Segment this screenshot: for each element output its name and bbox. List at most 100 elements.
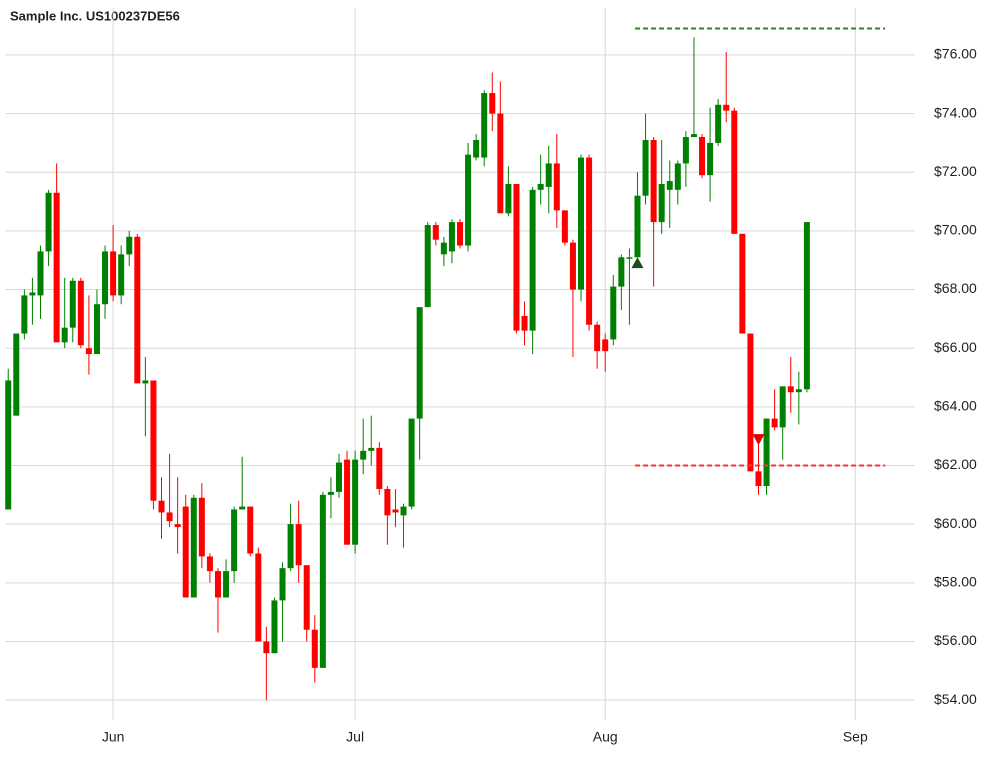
candle-body	[311, 629, 318, 668]
signal-marker	[631, 257, 644, 269]
candle-body	[432, 225, 439, 240]
candle-body	[5, 380, 12, 510]
y-tick-label: $58.00	[934, 574, 977, 590]
candle-body	[166, 512, 173, 522]
candle-body	[602, 339, 609, 352]
candle-body	[690, 134, 697, 138]
candle-body	[569, 242, 576, 290]
candle-body	[231, 509, 238, 572]
candle-body	[505, 183, 512, 214]
candle-body	[279, 568, 286, 601]
candle-body	[626, 257, 633, 259]
y-tick-label: $64.00	[934, 398, 977, 414]
x-tick-label: Jul	[346, 729, 364, 745]
candle-body	[150, 380, 157, 501]
candle-body	[21, 295, 28, 334]
candle-body	[190, 497, 197, 598]
candle-body	[553, 163, 560, 211]
y-tick-label: $62.00	[934, 456, 977, 472]
candle-body	[102, 251, 109, 305]
candle-body	[158, 500, 165, 513]
candle-body	[134, 236, 141, 384]
y-tick-label: $66.00	[934, 339, 977, 355]
candle-body	[707, 142, 714, 176]
y-tick-label: $70.00	[934, 222, 977, 238]
candle-body	[618, 257, 625, 287]
candle-body	[763, 418, 770, 487]
candle-body	[795, 389, 802, 393]
candle-body	[126, 236, 133, 255]
candle-body	[771, 418, 778, 428]
candle-body	[731, 110, 738, 234]
candle-body	[376, 447, 383, 489]
candle-body	[352, 459, 359, 545]
y-tick-label: $60.00	[934, 515, 977, 531]
candle-body	[513, 183, 520, 331]
candle-body	[561, 210, 568, 243]
y-tick-label: $74.00	[934, 104, 977, 120]
candle-body	[739, 233, 746, 334]
candle-body	[594, 324, 601, 352]
x-tick-label: Jun	[102, 729, 125, 745]
candle-body	[642, 139, 649, 196]
candle-body	[214, 571, 221, 598]
candle-body	[142, 380, 149, 384]
candle-body	[239, 506, 246, 510]
candle-body	[682, 137, 689, 164]
candle-body	[368, 447, 375, 451]
candle-body	[699, 137, 706, 176]
candle-body	[37, 251, 44, 296]
candle-body	[392, 509, 399, 513]
y-tick-label: $72.00	[934, 163, 977, 179]
candle-body	[45, 192, 52, 252]
candle-body	[182, 506, 189, 598]
candle-body	[271, 600, 278, 654]
candle-body	[497, 113, 504, 214]
candle-body	[610, 286, 617, 340]
candle-body	[223, 571, 230, 598]
candle-body	[198, 497, 205, 557]
candle-body	[319, 494, 326, 668]
candle-body	[29, 292, 36, 296]
candle-body	[489, 93, 496, 114]
candle-body	[13, 333, 20, 416]
candle-body	[400, 506, 407, 516]
candle-body	[521, 315, 528, 331]
candle-body	[787, 386, 794, 393]
signal-marker	[752, 434, 765, 446]
candle-body	[465, 154, 472, 246]
candle-body	[384, 488, 391, 516]
candle-body	[650, 139, 657, 223]
candle-body	[287, 524, 294, 569]
candle-body	[360, 450, 367, 460]
y-tick-label: $54.00	[934, 691, 977, 707]
candle-body	[174, 524, 181, 528]
candle-body	[335, 462, 342, 492]
candle-body	[255, 553, 262, 642]
candle-body	[578, 157, 585, 290]
y-tick-label: $76.00	[934, 46, 977, 62]
candle-body	[295, 524, 302, 566]
candle-body	[424, 225, 431, 308]
candle-body	[715, 104, 722, 143]
candle-body	[545, 163, 552, 187]
y-tick-label: $68.00	[934, 280, 977, 296]
candle-body	[440, 242, 447, 255]
candle-body	[457, 222, 463, 246]
candle-body	[327, 491, 334, 495]
candle-body	[755, 471, 762, 487]
candle-body	[344, 459, 351, 545]
candle-body	[408, 418, 415, 507]
candle-body	[529, 189, 536, 331]
candle-body	[110, 251, 117, 296]
x-tick-label: Aug	[593, 729, 618, 745]
candle-body	[69, 280, 76, 328]
candle-body	[118, 254, 125, 296]
candle-body	[666, 181, 673, 190]
candle-body	[53, 192, 60, 343]
candle-body	[303, 565, 310, 630]
candle-body	[537, 183, 544, 190]
candle-body	[658, 183, 665, 223]
